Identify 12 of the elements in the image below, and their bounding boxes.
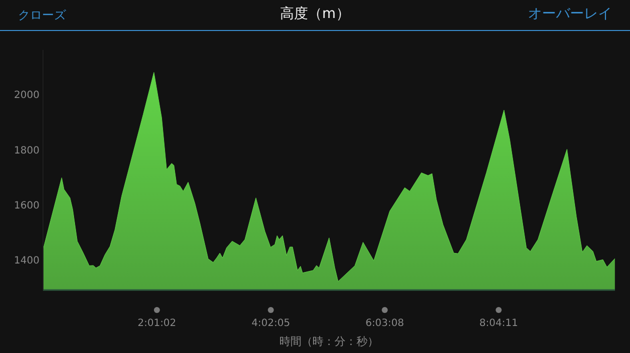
x-tick-label: 6:03:08 [365, 318, 404, 329]
y-tick-label: 1400 [14, 256, 40, 267]
y-tick-label: 2000 [14, 90, 40, 102]
text: オーバーレイ [528, 5, 612, 23]
chart-title: 高度（m） [280, 6, 350, 22]
y-tick-label: 1800 [14, 145, 40, 156]
x-tick-label: 4:02:05 [252, 318, 290, 329]
x-tick-label: 8:04:11 [479, 318, 518, 329]
x-tick-label: 2:01:02 [138, 318, 176, 329]
x-axis-title: 時間（時：分：秒） [280, 335, 378, 348]
y-tick-label: 1600 [14, 200, 40, 212]
text: クローズ [18, 7, 66, 24]
